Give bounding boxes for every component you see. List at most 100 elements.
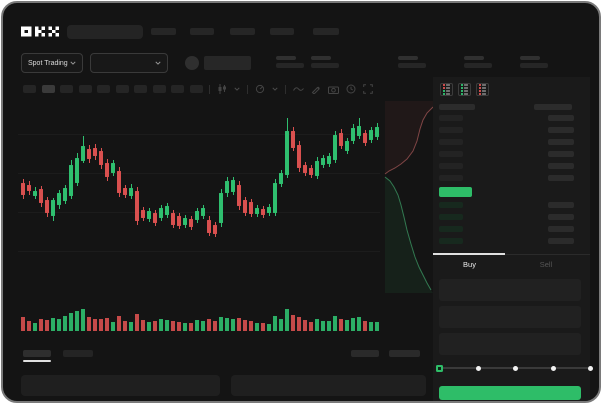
timeframe-button[interactable]: [41, 85, 55, 93]
bottom-panel[interactable]: [231, 375, 426, 396]
candle-body: [201, 208, 205, 216]
candle-body: [75, 158, 79, 183]
nav-item[interactable]: [151, 28, 176, 35]
nav-item[interactable]: [190, 28, 214, 35]
price-field[interactable]: [439, 306, 581, 328]
divider: [247, 84, 248, 94]
buy-tab-indicator: [433, 253, 505, 255]
candlestick-chart[interactable]: [3, 3, 433, 343]
slider-handle[interactable]: [436, 364, 443, 372]
volume-bar: [87, 317, 91, 331]
timeframe-button[interactable]: [78, 85, 92, 93]
ask-row-price[interactable]: [439, 163, 463, 169]
volume-bar: [141, 320, 145, 331]
orderbook-toggle-asks-icon[interactable]: [476, 83, 489, 96]
gridline: [18, 251, 380, 252]
candle-body: [81, 146, 85, 161]
chevron-down-icon[interactable]: [234, 87, 240, 91]
candle-body: [273, 183, 277, 213]
timeframe-button[interactable]: [97, 85, 110, 93]
ask-row-price[interactable]: [439, 139, 463, 145]
okx-logo[interactable]: [21, 26, 59, 37]
bottom-panel[interactable]: [21, 375, 220, 396]
candle-type-icon[interactable]: [217, 84, 227, 94]
last-price-bar[interactable]: [439, 187, 472, 197]
volume-bar: [123, 321, 127, 331]
chevron-down-icon[interactable]: [272, 87, 278, 91]
volume-bar: [171, 321, 175, 331]
volume-bar: [63, 316, 67, 331]
slider-stop[interactable]: [513, 365, 518, 371]
clock-icon[interactable]: [346, 84, 356, 94]
orderbook-toggle-bids-icon[interactable]: [458, 83, 471, 96]
chevron-down-icon: [70, 61, 76, 65]
ask-row-price[interactable]: [439, 127, 463, 133]
volume-bar: [99, 319, 103, 331]
buy-button[interactable]: [439, 386, 581, 400]
ask-row-price[interactable]: [439, 151, 463, 157]
orderbook-toggle-both-icon[interactable]: [440, 83, 453, 96]
slider-stop[interactable]: [550, 365, 556, 371]
bid-row-price[interactable]: [439, 238, 463, 244]
indicator-gauge-icon[interactable]: [255, 84, 265, 94]
candle-body: [183, 218, 187, 225]
bottom-action[interactable]: [351, 350, 379, 357]
timeframe-button[interactable]: [171, 85, 184, 93]
candle-body: [129, 188, 133, 196]
timeframe-button[interactable]: [60, 85, 73, 93]
ticker-stat-label: [276, 56, 296, 60]
pair-selector-dropdown[interactable]: [90, 53, 168, 73]
timeframe-button[interactable]: [152, 85, 166, 93]
volume-bar: [315, 319, 319, 331]
buy-tab[interactable]: Buy: [463, 260, 476, 269]
slider-stop[interactable]: [588, 365, 593, 371]
nav-item[interactable]: [230, 28, 255, 35]
amount-slider[interactable]: [436, 362, 593, 374]
sell-tab[interactable]: Sell: [539, 260, 553, 269]
candle-body: [93, 148, 97, 156]
timeframe-button[interactable]: [189, 85, 203, 93]
order-type-field[interactable]: [439, 279, 581, 301]
volume-bar: [363, 321, 367, 331]
market-type-dropdown[interactable]: Spot Trading: [21, 53, 83, 73]
bid-row-price[interactable]: [439, 214, 463, 220]
nav-item[interactable]: [313, 28, 339, 35]
ask-row-price[interactable]: [439, 115, 463, 121]
volume-bar: [225, 318, 229, 331]
volume-bar: [219, 317, 223, 331]
candle-body: [315, 161, 319, 176]
volume-bar: [45, 320, 49, 331]
candle-body: [333, 135, 337, 160]
volume-bar: [81, 309, 85, 331]
candle-body: [87, 149, 91, 159]
chevron-down-icon: [155, 61, 161, 65]
timeframe-button[interactable]: [23, 85, 36, 93]
camera-icon[interactable]: [328, 85, 339, 94]
gridline: [18, 134, 380, 135]
expand-icon[interactable]: [363, 84, 373, 94]
bottom-tab[interactable]: [63, 350, 93, 357]
ask-row-price[interactable]: [439, 175, 463, 181]
volume-bar: [279, 319, 283, 331]
volume-bar: [129, 322, 133, 331]
candle-body: [21, 183, 25, 195]
volume-bar: [297, 317, 301, 331]
bottom-action[interactable]: [389, 350, 420, 357]
candle-body: [123, 188, 127, 195]
candle-body: [249, 202, 253, 214]
draw-pencil-icon[interactable]: [311, 84, 321, 94]
line-wave-icon[interactable]: [293, 85, 304, 93]
candle-body: [57, 193, 61, 205]
candle-body: [357, 126, 361, 136]
bid-row-price[interactable]: [439, 226, 463, 232]
timeframe-button[interactable]: [134, 85, 147, 93]
nav-item[interactable]: [270, 28, 294, 35]
bid-row-price[interactable]: [439, 202, 463, 208]
amount-field[interactable]: [439, 333, 581, 355]
candle-body: [189, 219, 193, 227]
slider-stop[interactable]: [475, 365, 481, 371]
timeframe-button[interactable]: [115, 85, 129, 93]
bottom-tab-active[interactable]: [23, 350, 51, 357]
search-input[interactable]: [67, 25, 143, 39]
